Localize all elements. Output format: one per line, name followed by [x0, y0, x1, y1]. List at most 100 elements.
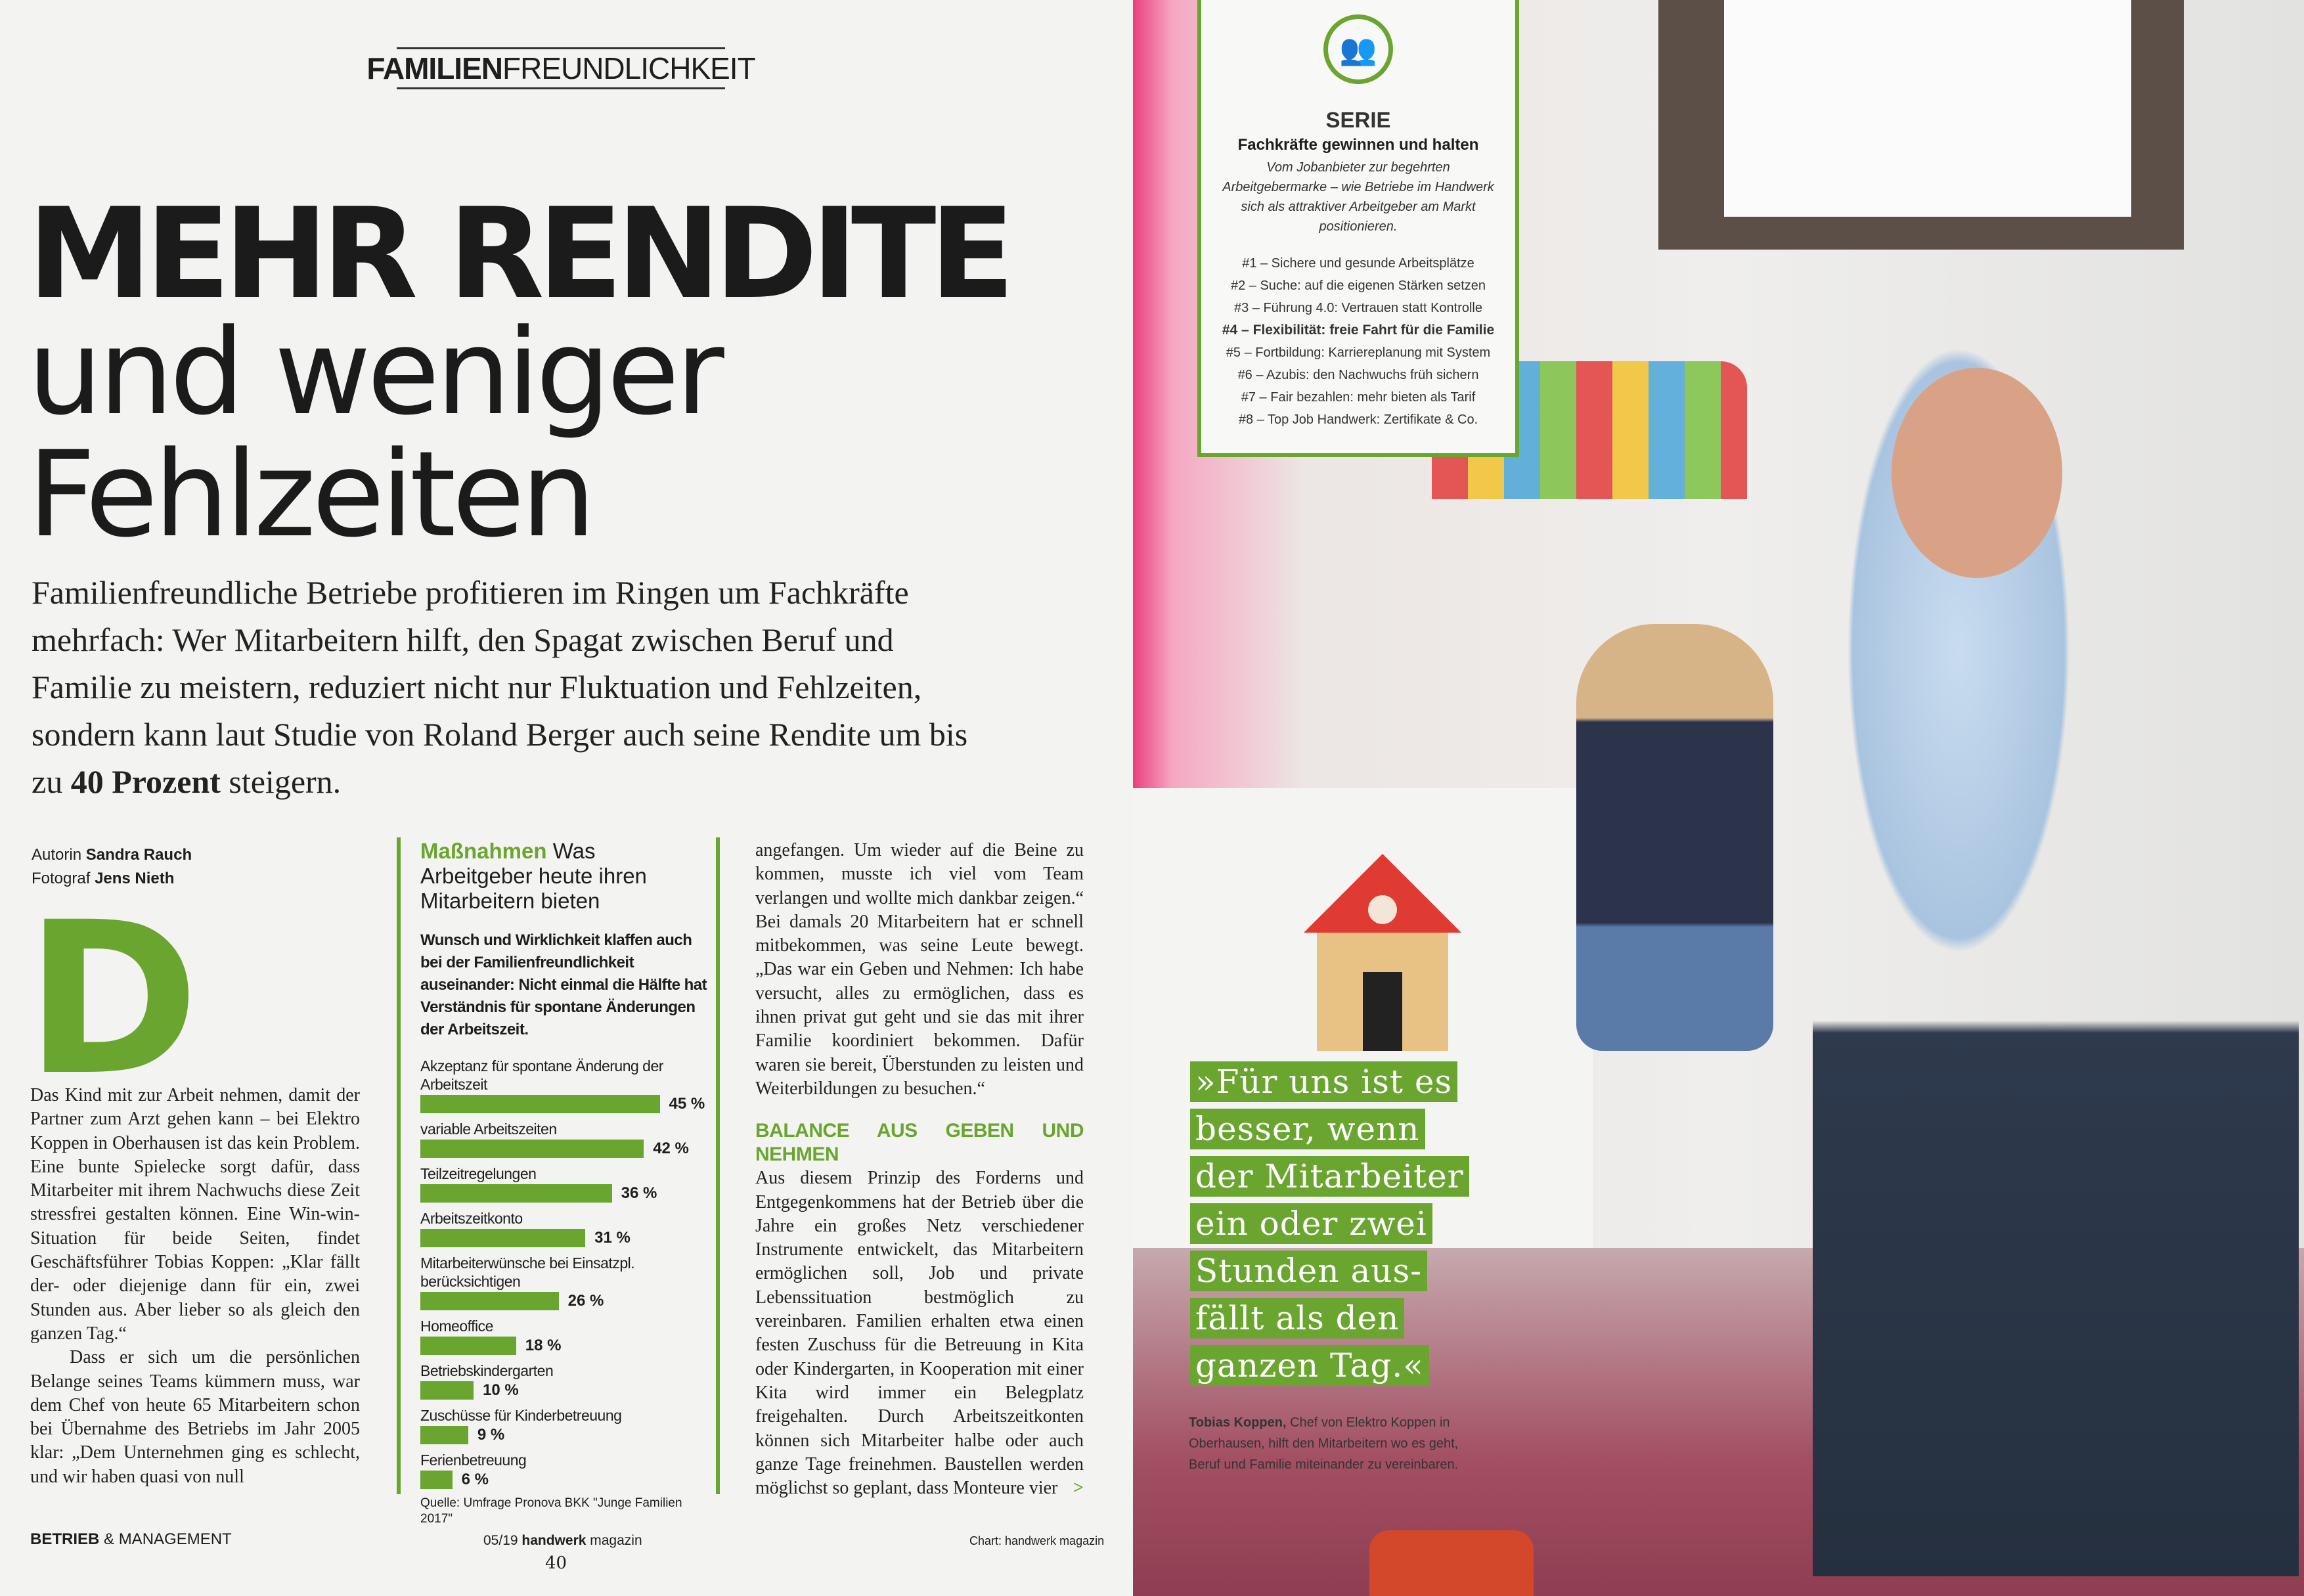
paragraph: Dass er sich um die persönlichen Belange…: [30, 1347, 360, 1487]
bar-label: Zuschüsse für Kinderbetreuung: [420, 1407, 622, 1424]
series-subtitle: Fachkräfte gewinnen und halten: [1237, 136, 1479, 154]
bar-row: Betriebskindergarten 10 %: [420, 1362, 708, 1401]
bar-list: Akzeptanz für spontane Änderung der Arbe…: [420, 1057, 708, 1490]
body-column-3: angefangen. Um wieder auf die Beine zu k…: [755, 839, 1084, 1500]
kicker-bold: FAMILIEN: [366, 51, 503, 85]
bar-row: Mitarbeiterwünsche bei Einsatzpl. berück…: [420, 1254, 708, 1312]
chart-subtitle: Wunsch und Wirklichkeit klaffen auch bei…: [420, 931, 707, 1038]
bar-line: 42 %: [420, 1138, 708, 1159]
section-kicker: FAMILIEN FREUNDLICHKEIT: [366, 47, 756, 89]
paragraph: angefangen. Um wieder auf die Beine zu k…: [755, 840, 1084, 1099]
series-item: #5 – Fortbildung: Karriereplanung mit Sy…: [1226, 345, 1491, 360]
author-name: Sandra Rauch: [85, 846, 192, 864]
tobias-koppen-photo: [1813, 342, 2299, 1576]
series-description: Vom Jobanbieter zur begehrten Arbeitgebe…: [1222, 160, 1494, 234]
paragraph-text: Aus diesem Prinzip des Forderns und Entg…: [755, 1168, 1084, 1499]
quote-line: der Mitarbeiter: [1190, 1156, 1469, 1197]
bar: [420, 1184, 612, 1203]
bar: [420, 1381, 474, 1400]
bar-line: 9 %: [420, 1425, 708, 1446]
bar: [420, 1095, 660, 1113]
photo-caption: Tobias Koppen, Chef von Elektro Koppen i…: [1189, 1412, 1484, 1475]
byline: Autorin Sandra Rauch Fotograf Jens Nieth: [32, 843, 192, 891]
bar-value-label: 45 %: [669, 1095, 705, 1113]
issue-number: 05/19: [483, 1533, 522, 1548]
lead-paragraph: Familienfreundliche Betriebe profitieren…: [32, 569, 997, 805]
lead-bold: 40 Prozent: [70, 763, 221, 800]
magazine-footer: 05/19 handwerk magazin: [483, 1533, 642, 1549]
person-head-photo: [1892, 368, 2062, 578]
author-label: Autorin: [32, 846, 82, 864]
bar-label: variable Arbeitszeiten: [420, 1120, 557, 1138]
headline-line1: MEHR RENDITE: [28, 181, 1015, 326]
bar: [420, 1337, 516, 1355]
series-item-current: #4 – Flexibilität: freie Fahrt für die F…: [1222, 322, 1495, 338]
bar-label: Arbeitszeitkonto: [420, 1210, 523, 1227]
photographer-label: Fotograf: [32, 870, 91, 887]
subheading: BALANCE AUS GEBEN UND NEHMEN: [755, 1120, 1084, 1166]
chart-source: Quelle: Umfrage Pronova BKK "Junge Famil…: [420, 1496, 682, 1526]
paragraph-first-letter: D: [30, 1085, 44, 1105]
bar-line: 45 %: [420, 1094, 708, 1115]
quote-line: »Für uns ist es: [1190, 1061, 1458, 1102]
window-pane: [1724, 0, 2131, 217]
toy-house-icon: [1304, 854, 1461, 1051]
quote-line: ein oder zwei: [1190, 1203, 1432, 1244]
bar-value-label: 6 %: [461, 1471, 489, 1488]
bar-row: variable Arbeitszeiten 42 %: [420, 1120, 708, 1159]
headline-line2: und weniger: [28, 304, 724, 441]
bar-value-label: 31 %: [594, 1229, 631, 1247]
kicker-rest: FREUNDLICHKEIT: [502, 51, 756, 85]
bar-row: Arbeitszeitkonto 31 %: [420, 1209, 708, 1249]
chart-title: Maßnahmen Was Arbeitgeber heute ihren Mi…: [420, 839, 708, 914]
bar-row: Homeoffice 18 %: [420, 1317, 708, 1356]
left-page: [0, 0, 1133, 1596]
photographer-name: Jens Nieth: [95, 870, 175, 887]
bar-line: 10 %: [420, 1380, 708, 1401]
bar-label: Mitarbeiterwünsche bei Einsatzpl. berück…: [420, 1254, 635, 1290]
bar-line: 26 %: [420, 1291, 708, 1312]
quote-line: Stunden aus-: [1190, 1251, 1428, 1291]
people-group-icon: 👥: [1323, 14, 1393, 84]
headline-line3: Fehlzeiten: [28, 426, 596, 564]
pull-quote: »Für uns ist es besser, wenn der Mitarbe…: [1190, 1061, 1492, 1392]
lead-text: Familienfreundliche Betriebe profitieren…: [32, 574, 968, 800]
bar-value-label: 36 %: [621, 1184, 657, 1202]
bar-row: Akzeptanz für spontane Änderung der Arbe…: [420, 1057, 708, 1115]
bar: [420, 1292, 559, 1310]
series-item: #1 – Sichere und gesunde Arbeitsplätze: [1242, 256, 1474, 271]
bar-line: 18 %: [420, 1335, 708, 1356]
series-item: #6 – Azubis: den Nachwuchs früh sichern: [1237, 368, 1479, 382]
quote-line: fällt als den: [1190, 1298, 1405, 1339]
bar-value-label: 42 %: [653, 1140, 689, 1157]
series-item: #3 – Führung 4.0: Vertrauen statt Kontro…: [1233, 301, 1483, 315]
caption-text: Chef von Elektro Koppen in Oberhausen, h…: [1189, 1415, 1459, 1472]
bar: [420, 1229, 586, 1247]
series-item: #8 – Top Job Handwerk: Zertifikate & Co.: [1238, 412, 1478, 427]
bar-label: Akzeptanz für spontane Änderung der Arbe…: [420, 1057, 663, 1093]
continue-arrow-icon: >: [1073, 1478, 1084, 1499]
series-box: 👥 SERIE Fachkräfte gewinnen und halten V…: [1197, 0, 1519, 457]
bar-line: 6 %: [420, 1469, 708, 1490]
paragraph-text: as Kind mit zur Arbeit nehmen, damit der…: [30, 1085, 360, 1344]
bar-value-label: 10 %: [483, 1381, 519, 1399]
bar-label: Teilzeitregelungen: [420, 1165, 537, 1182]
bar-row: Ferienbetreuung 6 %: [420, 1451, 708, 1490]
window-photo: [1658, 0, 2184, 250]
quote-line: besser, wenn: [1190, 1109, 1425, 1149]
bar-label: Ferienbetreuung: [420, 1452, 527, 1469]
bar: [420, 1140, 644, 1158]
chart-title-bold: Maßnahmen: [420, 839, 547, 863]
bar-chart-box: Maßnahmen Was Arbeitgeber heute ihren Mi…: [397, 837, 720, 1526]
bar: [420, 1471, 453, 1489]
bar-label: Betriebskindergarten: [420, 1362, 554, 1379]
drop-cap: D: [25, 877, 200, 1122]
magazine-name-rest: magazin: [586, 1533, 642, 1548]
chart-title-text: Was Arbeitgeber heute ihren Mitarbeitern…: [420, 839, 647, 913]
bar-value-label: 18 %: [525, 1337, 562, 1354]
section-footer: BETRIEB & MANAGEMENT: [30, 1530, 232, 1549]
caption-name: Tobias Koppen,: [1189, 1415, 1287, 1430]
child-photo: [1576, 624, 1773, 1051]
paragraph: Aus diesem Prinzip des Forderns und Entg…: [755, 1166, 1084, 1500]
bar-line: 36 %: [420, 1183, 708, 1204]
